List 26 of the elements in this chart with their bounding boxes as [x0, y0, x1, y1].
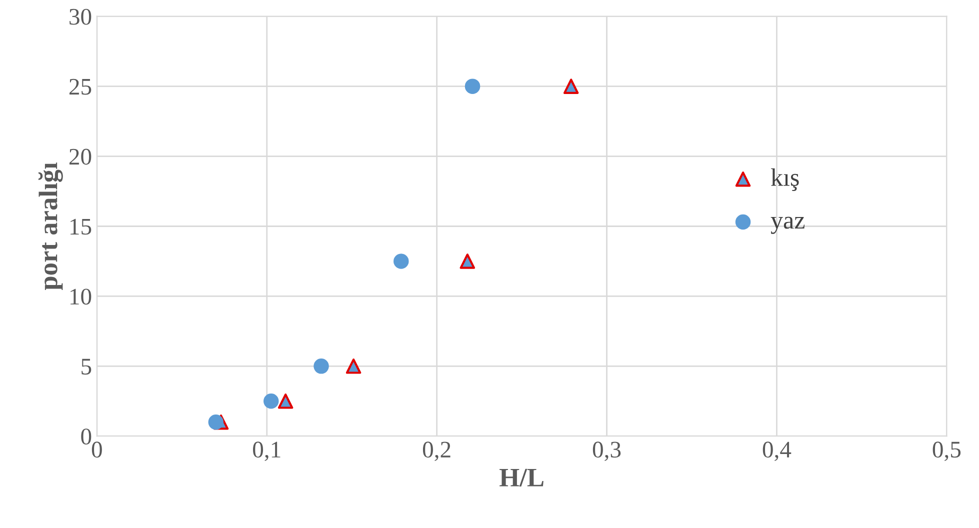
y-tick-label: 30	[70, 8, 92, 25]
y-axis-title: port aralığı	[38, 162, 63, 290]
point	[460, 254, 476, 269]
y-tick-label: 15	[70, 218, 92, 235]
point	[464, 78, 480, 94]
point	[278, 394, 294, 409]
y-tick-label: 20	[69, 148, 92, 165]
point	[208, 414, 224, 430]
legend-label: yaz	[770, 216, 805, 234]
x-axis-title: H/L	[500, 468, 544, 487]
x-tick-label: 0	[92, 442, 102, 458]
y-tick-label: 5	[82, 358, 92, 375]
legend-label: kış	[771, 168, 799, 192]
x-tick-label: 0,3	[592, 442, 621, 462]
x-tick-label: 0,1	[253, 442, 280, 462]
point	[263, 394, 279, 409]
point	[394, 254, 409, 269]
x-tick-label: 0,4	[762, 442, 792, 462]
x-tick-label: 0,5	[932, 442, 961, 462]
y-tick-label: 25	[69, 78, 92, 95]
point	[563, 78, 579, 94]
y-tick-label: 0	[81, 428, 92, 445]
point	[314, 358, 329, 374]
x-tick-label: 0,2	[422, 442, 450, 462]
y-tick-label: 10	[70, 288, 92, 305]
point	[346, 358, 362, 374]
